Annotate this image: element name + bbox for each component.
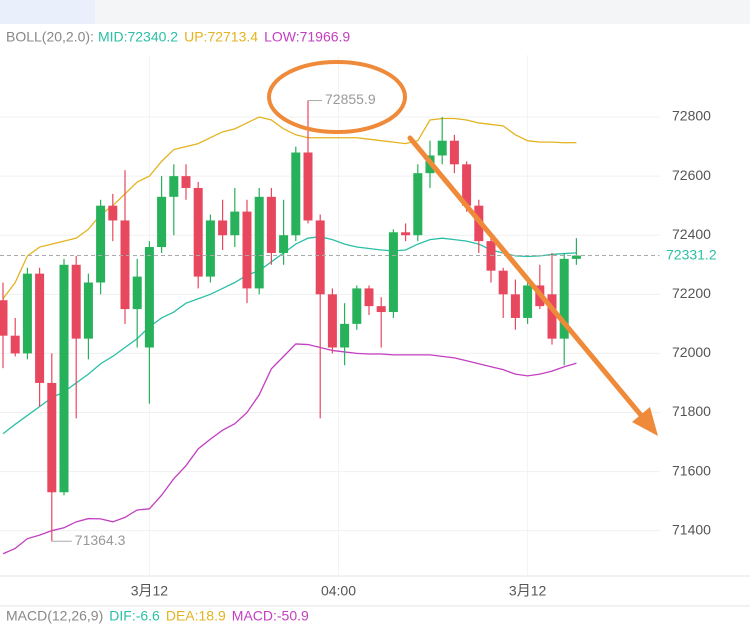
candle-body — [22, 273, 32, 354]
macd-legend: MACD(12,26,9) DIF:-6.6 DEA:18.9 MACD:-50.9 — [6, 608, 309, 624]
trend-arrowhead — [632, 407, 658, 436]
indicator-label: BOLL(20,2.0): — [6, 29, 94, 45]
highlight-ellipse — [267, 60, 407, 134]
candle-body — [364, 288, 374, 307]
candle-body — [108, 205, 118, 221]
last-price-box — [659, 244, 749, 268]
candle-body — [571, 255, 581, 259]
candle-body — [449, 140, 459, 165]
candle-body — [547, 294, 557, 339]
candle-body — [266, 196, 276, 253]
candle-body — [291, 152, 301, 236]
candle-body — [71, 264, 81, 339]
min-label: 71364.3 — [75, 532, 126, 548]
candle-body — [0, 300, 8, 336]
candle-body — [218, 220, 228, 236]
macd-label: MACD(12,26,9) — [6, 608, 103, 624]
boll-legend: BOLL(20,2.0): MID:72340.2 UP:72713.4 LOW:71… — [6, 29, 350, 45]
candle-body — [132, 276, 142, 310]
candle-body — [242, 211, 252, 289]
last-price-label: 72331.2 — [666, 246, 717, 262]
max-label: 72855.9 — [325, 91, 376, 107]
annotations: 72855.9 71364.3 72331.2 — [0, 91, 749, 548]
candle-body — [498, 270, 508, 295]
x-tick-label: 3月12 — [509, 583, 547, 599]
candle-body — [401, 232, 411, 236]
candle-body — [388, 232, 398, 313]
candle-body — [35, 273, 45, 383]
candle-body — [59, 264, 69, 493]
candle-body — [230, 211, 240, 236]
candle-body — [120, 220, 130, 310]
y-tick-label: 71400 — [672, 521, 711, 537]
candle-body — [510, 294, 520, 318]
legend-entry: UP:72713.4 — [184, 29, 258, 45]
boll-line — [2, 236, 577, 435]
legend-entry: MID:72340.2 — [98, 29, 178, 45]
candle-body — [96, 205, 106, 283]
candle-body — [462, 164, 472, 206]
candle-body — [437, 140, 447, 156]
macd-entry: DIF:-6.6 — [109, 608, 160, 624]
candle-body — [193, 187, 203, 277]
candle-body — [303, 152, 313, 221]
x-tick-label: 04:00 — [321, 583, 356, 599]
candle-body — [83, 282, 93, 339]
y-tick-label: 72600 — [672, 167, 711, 183]
y-tick-label: 72800 — [672, 108, 711, 124]
candle-body — [340, 323, 350, 348]
candle-body — [157, 196, 167, 248]
candle-body — [181, 176, 191, 188]
y-tick-label: 71800 — [672, 403, 711, 419]
active-tab[interactable] — [0, 0, 95, 24]
macd-entry: DEA:18.9 — [166, 608, 226, 624]
candle-body — [327, 294, 337, 348]
top-tab-bar[interactable] — [0, 0, 750, 24]
boll-line — [2, 343, 577, 555]
candle-body — [559, 258, 569, 339]
trend-arrow — [407, 135, 653, 429]
candle-body — [352, 288, 362, 324]
candle-body — [10, 335, 20, 354]
macd-entry: MACD:-50.9 — [232, 608, 309, 624]
x-tick-label: 3月12 — [131, 583, 169, 599]
candle-body — [144, 247, 154, 348]
candle-body — [315, 220, 325, 295]
candle-body — [523, 285, 533, 318]
candle-body — [376, 306, 386, 313]
candles — [0, 100, 581, 542]
candle-body — [413, 173, 423, 236]
candle-body — [254, 196, 264, 289]
candle-body — [205, 220, 215, 277]
candle-body — [169, 176, 179, 197]
y-tick-label: 72200 — [672, 285, 711, 301]
y-tick-label: 71600 — [672, 462, 711, 478]
candle-body — [47, 382, 57, 493]
y-tick-label: 72000 — [672, 344, 711, 360]
candle-body — [279, 235, 289, 253]
y-tick-label: 72400 — [672, 226, 711, 242]
legend-entry: LOW:71966.9 — [264, 29, 350, 45]
